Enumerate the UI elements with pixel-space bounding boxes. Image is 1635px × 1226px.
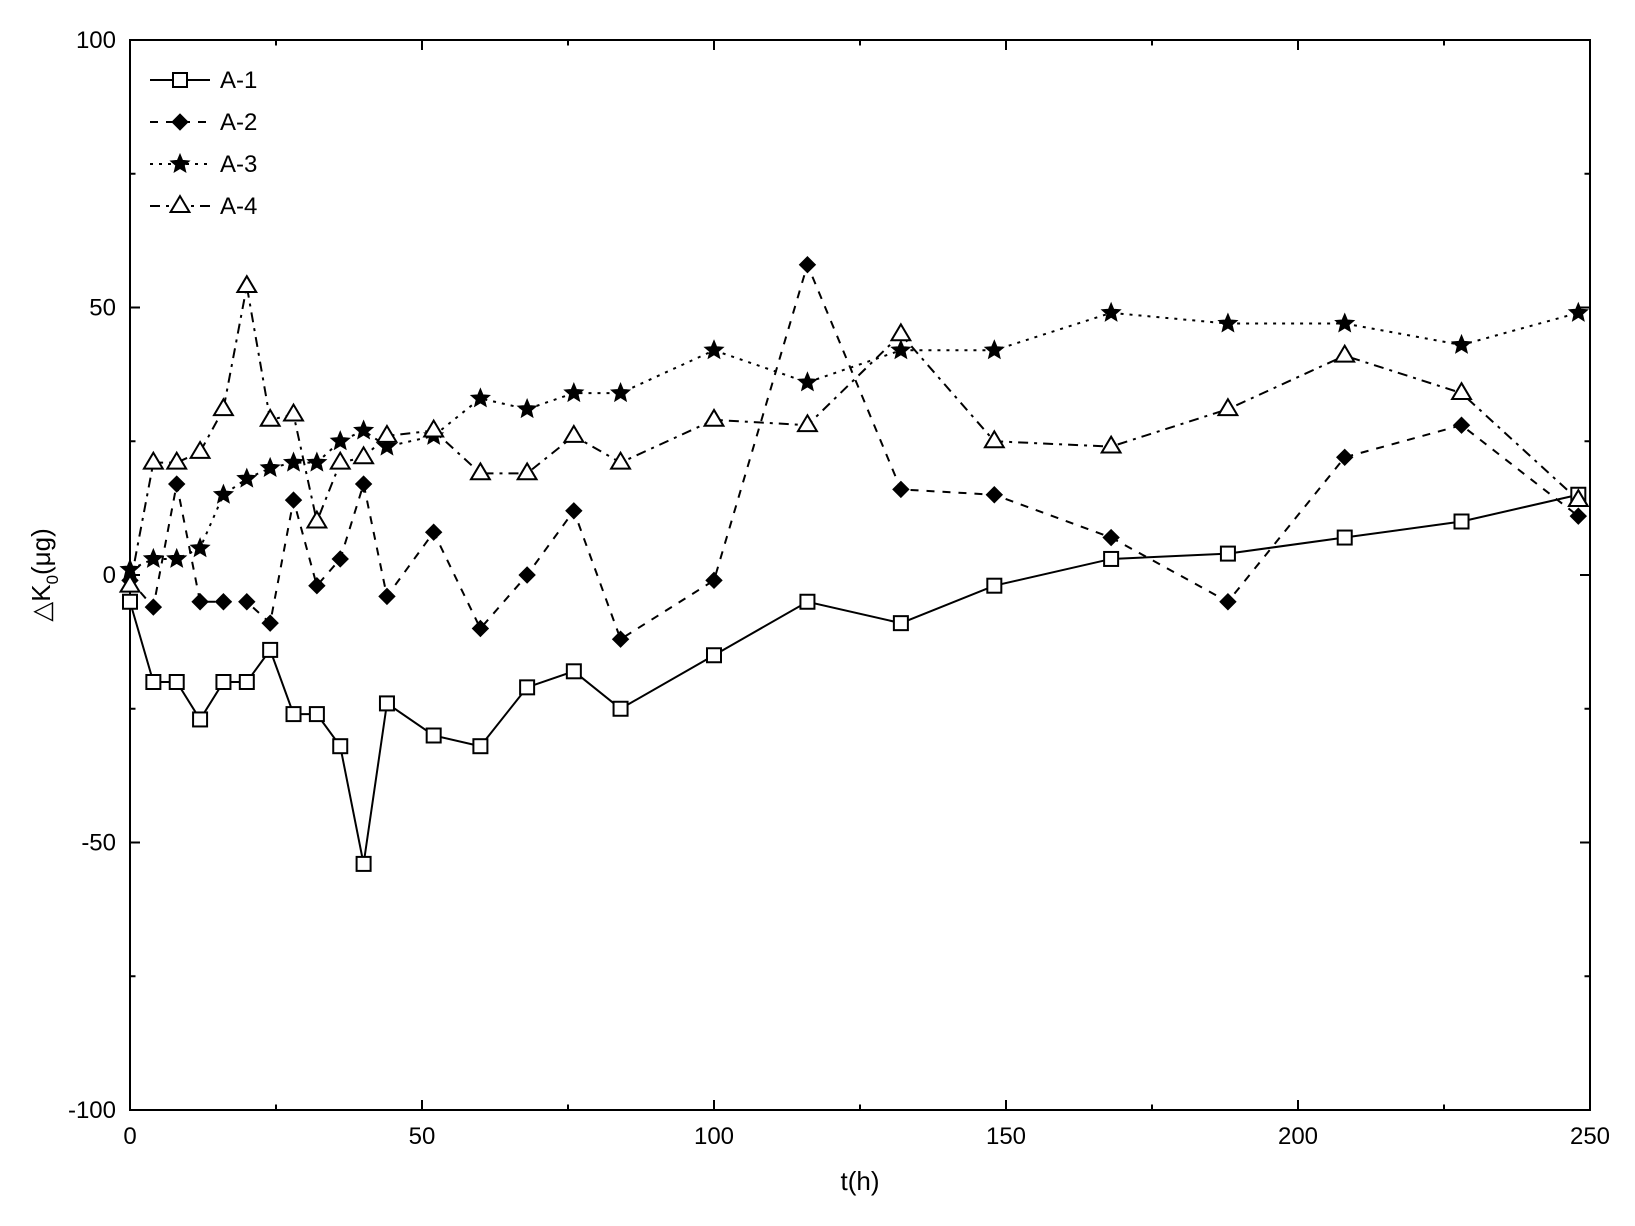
svg-text:A-1: A-1: [220, 67, 257, 94]
svg-text:200: 200: [1278, 1123, 1318, 1150]
svg-text:0: 0: [103, 562, 116, 589]
svg-text:100: 100: [76, 27, 116, 54]
svg-text:250: 250: [1570, 1123, 1610, 1150]
svg-text:50: 50: [409, 1123, 436, 1150]
svg-text:A-3: A-3: [220, 151, 257, 178]
chart-svg: 050100150200250-100-50050100t(h)△K0(μg)A…: [0, 0, 1635, 1226]
chart-container: 050100150200250-100-50050100t(h)△K0(μg)A…: [0, 0, 1635, 1226]
svg-text:50: 50: [89, 295, 116, 322]
svg-text:-50: -50: [81, 830, 116, 857]
svg-text:100: 100: [694, 1123, 734, 1150]
svg-text:150: 150: [986, 1123, 1026, 1150]
svg-text:A-2: A-2: [220, 109, 257, 136]
svg-text:0: 0: [123, 1123, 136, 1150]
svg-text:A-4: A-4: [220, 193, 257, 220]
svg-text:-100: -100: [68, 1097, 116, 1124]
svg-text:t(h): t(h): [841, 1166, 880, 1196]
